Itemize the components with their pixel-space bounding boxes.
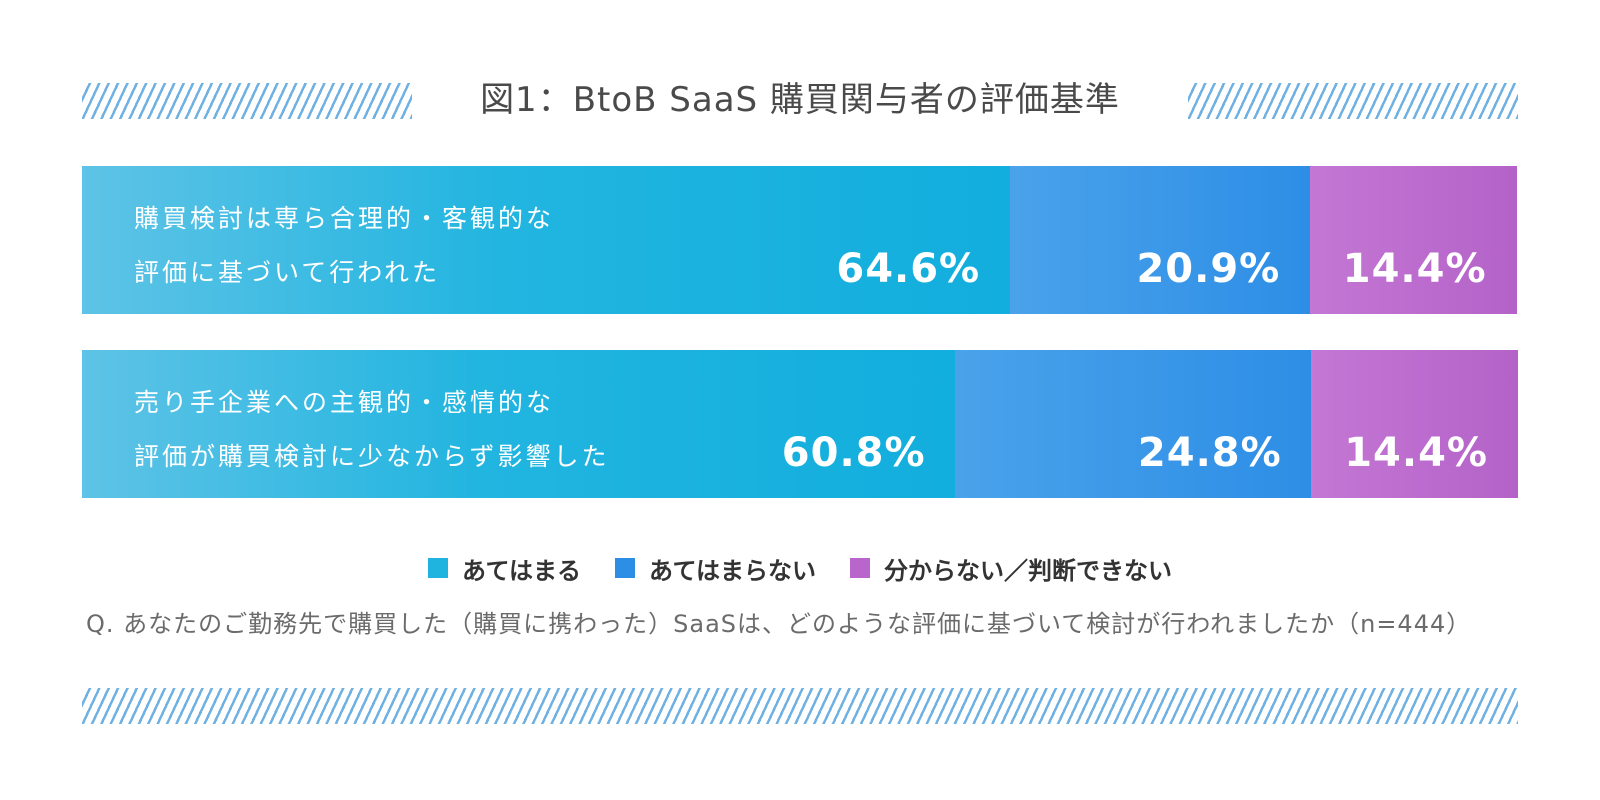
legend-swatch [850,558,871,578]
bar-segment-2-3: 14.4% [1311,350,1518,498]
category-label-line: 評価に基づいて行われた [134,258,441,287]
stacked-bar-chart: 64.6% 20.9% 14.4% 購買検討は専ら合理的・客観的な 評価に基づいて行われ… [82,0,1518,800]
legend-item: 分からない／判断できない [850,551,1172,586]
legend-label: あてはまらない [649,556,817,585]
chart-title: 図1：BtoB SaaS 購買関与者の評価基準 [480,80,1120,120]
data-label: 64.6% [836,246,981,292]
survey-question: Q. あなたのご勤務先で購買した（購買に携わった）SaaSは、どのような評価に基… [86,610,1472,638]
title-hatch-right [1188,83,1518,119]
data-label: 14.4% [1342,246,1487,292]
legend-label: 分からない／判断できない [884,556,1173,585]
legend-swatch [427,558,448,578]
legend: あてはまる あてはまらない 分からない／判断できない [0,548,1600,588]
legend-label: あてはまる [461,556,581,585]
bar-segment-1-2: 20.9% [1009,166,1311,314]
bar-segment-1-1: 64.6% [82,166,1011,314]
data-label: 60.8% [781,430,926,476]
bar-row-2: 60.8% 24.8% 14.4% 売り手企業への主観的・感情的な評価が購買検討に少な… [82,350,1518,498]
legend-swatch [615,558,635,578]
bar-segment-2-1: 60.8% [82,350,956,498]
category-label-line: 購買検討は専ら合理的・客観的な [134,204,555,233]
data-label: 24.8% [1137,430,1282,476]
data-label: 14.4% [1344,430,1488,476]
category-label: 購買検討は専ら合理的・客観的な 評価に基づいて行われた [134,192,554,300]
title-hatch-left [82,83,412,119]
footer-hatch [82,688,1518,724]
bar-segment-1-3: 14.4% [1309,166,1517,314]
category-label-line: 評価が購買検討に少なからず影響した [134,442,610,471]
bar-row-1: 64.6% 20.9% 14.4% 購買検討は専ら合理的・客観的な 評価に基づいて行われ… [82,166,1518,314]
legend-item: あてはまらない [615,551,816,586]
category-label: 売り手企業への主観的・感情的な評価が購買検討に少なからず影響した [134,376,610,484]
category-label-line: 売り手企業への主観的・感情的な [134,388,555,417]
data-label: 20.9% [1136,246,1281,292]
legend-item: あてはまる [427,551,581,586]
bar-segment-2-2: 24.8% [955,350,1312,498]
